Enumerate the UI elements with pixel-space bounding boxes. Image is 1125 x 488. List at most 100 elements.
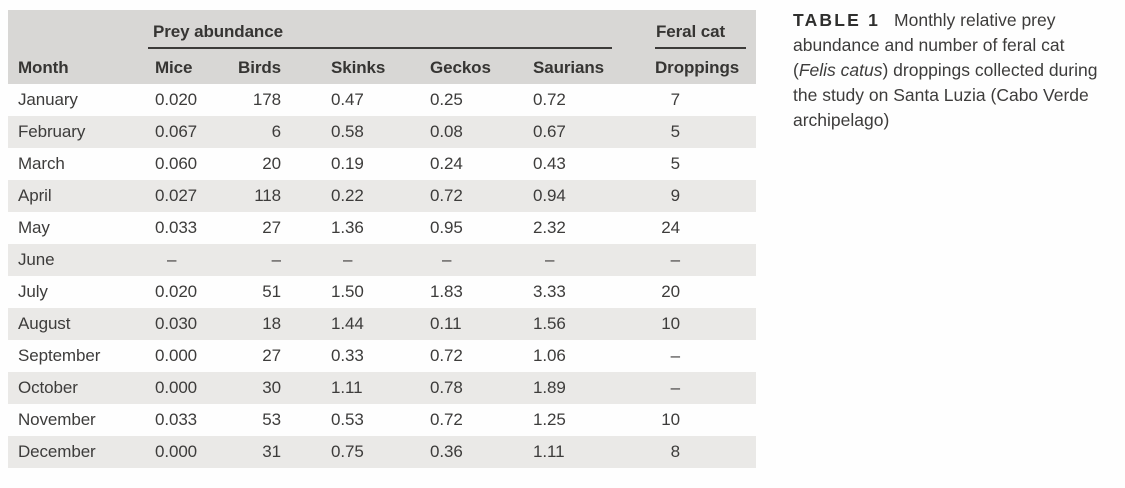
cell-mice: 0.000 bbox=[155, 346, 198, 365]
cell-birds: 31 bbox=[262, 442, 281, 461]
table-row: March 0.060 20 0.19 0.24 0.43 5 bbox=[8, 148, 756, 180]
cell-droppings: 24 bbox=[661, 218, 680, 237]
cell-saurians: 0.43 bbox=[533, 154, 566, 173]
caption-text: abundance and number of feral cat bbox=[793, 35, 1065, 55]
group-header-row: Prey abundance Feral cat bbox=[8, 10, 756, 49]
cell-mice: 0.033 bbox=[155, 218, 198, 237]
group-header-prey-abundance-label: Prey abundance bbox=[153, 22, 283, 41]
table-row: February 0.067 6 0.58 0.08 0.67 5 bbox=[8, 116, 756, 148]
cell-saurians: 3.33 bbox=[533, 282, 566, 301]
cell-birds: 27 bbox=[262, 346, 281, 365]
caption-text: the study on Santa Luzia (Cabo Verde bbox=[793, 85, 1089, 105]
table-row: September 0.000 27 0.33 0.72 1.06 – bbox=[8, 340, 756, 372]
table-row: April 0.027 118 0.22 0.72 0.94 9 bbox=[8, 180, 756, 212]
table-row: June – – – – – – bbox=[8, 244, 756, 276]
cell-saurians: 2.32 bbox=[533, 218, 566, 237]
cell-geckos: 0.95 bbox=[430, 218, 463, 237]
caption-text: Monthly relative prey bbox=[894, 10, 1056, 30]
group-header-prey-abundance: Prey abundance bbox=[148, 23, 612, 49]
table-row: November 0.033 53 0.53 0.72 1.25 10 bbox=[8, 404, 756, 436]
cell-birds: 6 bbox=[271, 122, 281, 141]
col-header-saurians: Saurians bbox=[533, 58, 605, 77]
table-caption: TABLE 1 Monthly relative prey abundance an… bbox=[793, 8, 1118, 133]
cell-droppings: 8 bbox=[670, 442, 680, 461]
cell-droppings: 10 bbox=[661, 314, 680, 333]
cell-geckos: 0.72 bbox=[430, 346, 463, 365]
cell-mice: 0.033 bbox=[155, 410, 198, 429]
cell-droppings: – bbox=[670, 250, 680, 269]
cell-geckos: 0.24 bbox=[430, 154, 463, 173]
cell-month: February bbox=[18, 122, 86, 141]
cell-geckos: 0.36 bbox=[430, 442, 463, 461]
cell-skinks: 0.58 bbox=[331, 122, 364, 141]
cell-skinks: 0.75 bbox=[331, 442, 364, 461]
cell-droppings: – bbox=[670, 378, 680, 397]
cell-skinks: 1.36 bbox=[331, 218, 364, 237]
col-header-geckos: Geckos bbox=[430, 58, 491, 77]
cell-geckos: 0.11 bbox=[430, 314, 462, 333]
cell-geckos: 0.72 bbox=[430, 410, 463, 429]
cell-mice: 0.060 bbox=[155, 154, 198, 173]
caption-line: archipelago) bbox=[793, 108, 1118, 133]
cell-geckos: – bbox=[442, 250, 452, 269]
cell-month: June bbox=[18, 250, 55, 269]
cell-skinks: 1.44 bbox=[331, 314, 364, 333]
group-header-feral-cat: Feral cat bbox=[655, 23, 746, 49]
cell-droppings: – bbox=[670, 346, 680, 365]
cell-mice: 0.000 bbox=[155, 378, 198, 397]
cell-birds: – bbox=[271, 250, 281, 269]
caption-line: the study on Santa Luzia (Cabo Verde bbox=[793, 83, 1118, 108]
cell-droppings: 5 bbox=[670, 122, 680, 141]
cell-birds: 178 bbox=[252, 90, 281, 109]
cell-saurians: 1.11 bbox=[533, 442, 565, 461]
cell-skinks: 0.47 bbox=[331, 90, 364, 109]
cell-mice: 0.000 bbox=[155, 442, 198, 461]
cell-birds: 51 bbox=[262, 282, 281, 301]
col-header-skinks: Skinks bbox=[331, 58, 386, 77]
cell-month: March bbox=[18, 154, 65, 173]
cell-geckos: 0.25 bbox=[430, 90, 463, 109]
cell-skinks: 0.19 bbox=[331, 154, 364, 173]
col-header-birds: Birds bbox=[238, 58, 281, 77]
cell-month: July bbox=[18, 282, 48, 301]
cell-skinks: – bbox=[343, 250, 353, 269]
cell-saurians: – bbox=[545, 250, 555, 269]
table-row: December 0.000 31 0.75 0.36 1.11 8 bbox=[8, 436, 756, 468]
group-header-feral-cat-label: Feral cat bbox=[656, 22, 726, 41]
cell-skinks: 1.50 bbox=[331, 282, 364, 301]
col-header-mice: Mice bbox=[155, 58, 193, 77]
cell-saurians: 0.72 bbox=[533, 90, 566, 109]
table-header: Prey abundance Feral cat Month Mice Bird… bbox=[8, 10, 756, 84]
cell-birds: 27 bbox=[262, 218, 281, 237]
cell-month: November bbox=[18, 410, 96, 429]
cell-month: April bbox=[18, 186, 52, 205]
cell-mice: 0.020 bbox=[155, 90, 198, 109]
caption-text: ) droppings collected during bbox=[882, 60, 1098, 80]
table-body: January 0.020 178 0.47 0.25 0.72 7 February 0.06… bbox=[8, 84, 756, 468]
cell-skinks: 0.33 bbox=[331, 346, 364, 365]
cell-droppings: 5 bbox=[670, 154, 680, 173]
cell-month: August bbox=[18, 314, 71, 333]
caption-label: TABLE 1 bbox=[793, 10, 881, 30]
cell-saurians: 0.94 bbox=[533, 186, 566, 205]
caption-line: TABLE 1 Monthly relative prey bbox=[793, 8, 1118, 33]
cell-birds: 30 bbox=[262, 378, 281, 397]
cell-skinks: 0.53 bbox=[331, 410, 364, 429]
column-header-row: Month Mice Birds Skinks Geckos Saurians … bbox=[8, 49, 756, 84]
cell-geckos: 0.78 bbox=[430, 378, 463, 397]
cell-geckos: 0.72 bbox=[430, 186, 463, 205]
cell-droppings: 9 bbox=[670, 186, 680, 205]
col-header-droppings: Droppings bbox=[655, 58, 740, 77]
cell-birds: 20 bbox=[262, 154, 281, 173]
cell-month: January bbox=[18, 90, 78, 109]
caption-text: archipelago) bbox=[793, 110, 890, 130]
cell-skinks: 0.22 bbox=[331, 186, 364, 205]
table-row: May 0.033 27 1.36 0.95 2.32 24 bbox=[8, 212, 756, 244]
cell-droppings: 20 bbox=[661, 282, 680, 301]
caption-line: (Felis catus) droppings collected during bbox=[793, 58, 1118, 83]
caption-line: abundance and number of feral cat bbox=[793, 33, 1118, 58]
caption-text: ( bbox=[793, 60, 799, 80]
cell-mice: 0.030 bbox=[155, 314, 198, 333]
cell-saurians: 0.67 bbox=[533, 122, 566, 141]
cell-birds: 18 bbox=[262, 314, 281, 333]
